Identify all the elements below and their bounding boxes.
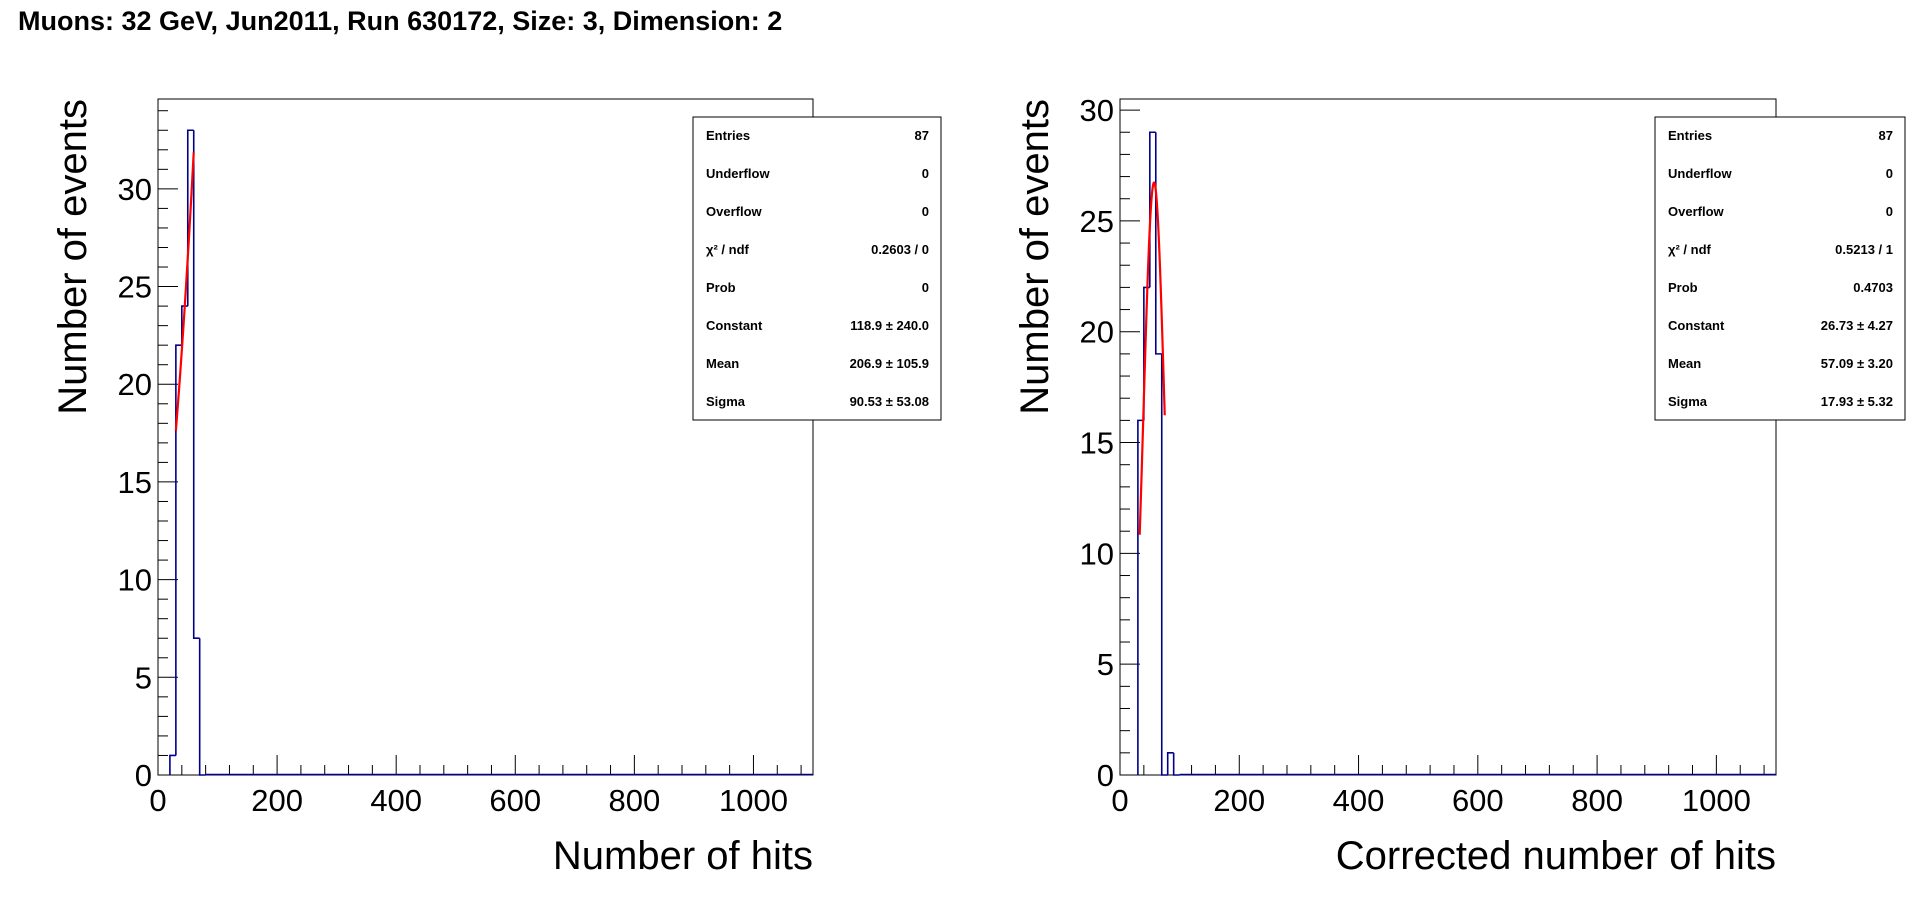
stats-label: Underflow bbox=[706, 166, 770, 181]
y-tick-label: 30 bbox=[118, 172, 152, 207]
stats-value: 0.2603 / 0 bbox=[871, 242, 929, 257]
y-tick-label: 5 bbox=[135, 660, 152, 695]
y-tick-label: 0 bbox=[135, 758, 152, 793]
stats-label: χ² / ndf bbox=[1668, 242, 1712, 257]
stats-label: Prob bbox=[1668, 280, 1698, 295]
y-tick-label: 0 bbox=[1097, 758, 1114, 793]
stats-value: 90.53 ± 53.08 bbox=[850, 394, 929, 409]
x-tick-label: 800 bbox=[608, 783, 660, 818]
y-tick-label: 15 bbox=[118, 465, 152, 500]
page-title: Muons: 32 GeV, Jun2011, Run 630172, Size… bbox=[18, 6, 783, 36]
histogram-bin bbox=[169, 754, 176, 775]
x-tick-label: 0 bbox=[149, 783, 166, 818]
x-tick-label: 400 bbox=[1333, 783, 1385, 818]
y-tick-label: 30 bbox=[1080, 93, 1114, 128]
panel-corrected-number-of-hits: 0 200 400 600 800 1000 0 5 10 15 20 25 30 Corrected n… bbox=[1013, 93, 1906, 878]
stats-label: Mean bbox=[1668, 356, 1701, 371]
histogram-bin bbox=[1154, 132, 1162, 355]
y-tick-label: 20 bbox=[1080, 315, 1114, 350]
y-axis-title: Number of events bbox=[1013, 99, 1057, 415]
histogram-bin bbox=[1172, 752, 1180, 776]
stats-label: Underflow bbox=[1668, 166, 1732, 181]
stats-label: Sigma bbox=[1668, 394, 1708, 409]
stats-value: 0.5213 / 1 bbox=[1835, 242, 1893, 257]
stats-value: 87 bbox=[1879, 128, 1893, 143]
x-tick-label: 800 bbox=[1571, 783, 1623, 818]
x-axis-title: Number of hits bbox=[553, 834, 813, 878]
fit-curve bbox=[1138, 181, 1166, 535]
stats-label: Overflow bbox=[1668, 204, 1725, 219]
x-tick-label: 200 bbox=[251, 783, 303, 818]
stats-label: Entries bbox=[706, 128, 750, 143]
y-axis-title: Number of events bbox=[51, 99, 95, 415]
stats-label: Constant bbox=[706, 318, 763, 333]
histogram-bin bbox=[1137, 419, 1144, 775]
stats-value: 118.9 ± 240.0 bbox=[850, 318, 929, 333]
stats-box bbox=[692, 116, 942, 421]
stats-value: 206.9 ± 105.9 bbox=[850, 356, 929, 371]
y-tick-label: 25 bbox=[1080, 204, 1114, 239]
x-tick-label: 1000 bbox=[719, 783, 788, 818]
stats-box bbox=[1654, 116, 1906, 421]
stats-value: 17.93 ± 5.32 bbox=[1821, 394, 1893, 409]
panel-number-of-hits: 0 200 400 600 800 1000 0 5 10 15 20 25 30 Number of h… bbox=[51, 98, 942, 878]
stats-value: 0.4703 bbox=[1853, 280, 1893, 295]
histogram-bin bbox=[1160, 353, 1168, 776]
x-tick-label: 400 bbox=[370, 783, 422, 818]
stats-label: Mean bbox=[706, 356, 739, 371]
histogram-bin bbox=[198, 638, 206, 776]
y-tick-label: 5 bbox=[1097, 647, 1114, 682]
stats-value: 26.73 ± 4.27 bbox=[1821, 318, 1893, 333]
stats-value: 57.09 ± 3.20 bbox=[1821, 356, 1893, 371]
histogram-bin bbox=[1166, 752, 1174, 775]
x-tick-label: 1000 bbox=[1682, 783, 1751, 818]
stats-value: 0 bbox=[922, 204, 929, 219]
stats-label: Constant bbox=[1668, 318, 1725, 333]
stats-label: Entries bbox=[1668, 128, 1712, 143]
y-tick-label: 10 bbox=[1080, 536, 1114, 571]
x-tick-label: 600 bbox=[489, 783, 541, 818]
histogram-bin bbox=[175, 344, 182, 756]
stats-value: 0 bbox=[1886, 204, 1893, 219]
x-tick-label: 600 bbox=[1452, 783, 1504, 818]
y-tick-label: 25 bbox=[118, 270, 152, 305]
stats-label: χ² / ndf bbox=[706, 242, 750, 257]
stats-value: 0 bbox=[1886, 166, 1893, 181]
x-tick-label: 200 bbox=[1213, 783, 1265, 818]
fit-curve bbox=[174, 152, 195, 431]
stats-label: Overflow bbox=[706, 204, 763, 219]
x-axis-title: Corrected number of hits bbox=[1336, 834, 1776, 878]
y-tick-label: 15 bbox=[1080, 426, 1114, 461]
x-tick-label: 0 bbox=[1111, 783, 1128, 818]
histogram-bin bbox=[192, 130, 200, 640]
stats-value: 0 bbox=[922, 280, 929, 295]
y-tick-label: 20 bbox=[118, 367, 152, 402]
stats-label: Sigma bbox=[706, 394, 746, 409]
y-tick-label: 10 bbox=[118, 563, 152, 598]
stats-value: 0 bbox=[922, 166, 929, 181]
stats-value: 87 bbox=[915, 128, 929, 143]
stats-label: Prob bbox=[706, 280, 736, 295]
